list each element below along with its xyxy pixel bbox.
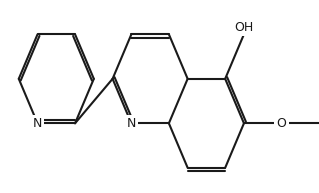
Text: N: N xyxy=(33,117,42,130)
Text: N: N xyxy=(127,117,136,130)
Text: OH: OH xyxy=(234,21,254,34)
Text: O: O xyxy=(277,117,286,130)
